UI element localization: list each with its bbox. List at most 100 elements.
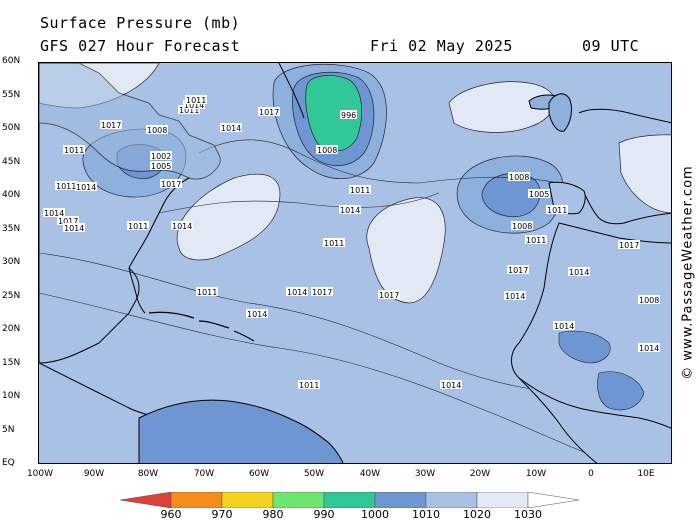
longitude-label: 20W bbox=[469, 469, 491, 479]
isobar-label-bg bbox=[511, 221, 533, 230]
isobar-label: 1014 bbox=[639, 344, 659, 353]
isobar-label-bg bbox=[440, 380, 462, 389]
isobar-label: 1017 bbox=[101, 121, 121, 130]
us-east-coast bbox=[39, 123, 190, 364]
isobar-label-bg bbox=[311, 287, 333, 296]
isobar-label: 1011 bbox=[64, 146, 84, 155]
isobar-label-bg bbox=[568, 267, 590, 276]
latitude-label: 50N bbox=[2, 123, 21, 133]
isobar-label-bg bbox=[349, 185, 371, 194]
longitude-label: 0 bbox=[588, 469, 594, 479]
high-pressure-zone-central-atlantic bbox=[366, 197, 446, 304]
isobar-label-bg bbox=[63, 223, 85, 232]
legend-colorbar bbox=[119, 491, 580, 509]
watermark: © www.PassageWeather.com bbox=[678, 150, 698, 400]
isobar-label: 1005 bbox=[529, 190, 549, 199]
longitude-label: 60W bbox=[248, 469, 270, 479]
latitude-label: 35N bbox=[2, 223, 21, 234]
isobar-label: 1014 bbox=[554, 322, 574, 331]
isobar-label: 1014 bbox=[76, 183, 96, 192]
legend-color-segment bbox=[527, 491, 580, 509]
florida-coast bbox=[128, 267, 146, 314]
south-america-land bbox=[138, 399, 344, 463]
isobar-label-bg bbox=[43, 208, 65, 217]
isobar-label: 1011 bbox=[526, 236, 546, 245]
isobar-label: 1017 bbox=[259, 108, 279, 117]
isobar-label-bg bbox=[150, 161, 172, 170]
isobar-label-bg bbox=[504, 291, 526, 300]
isobar-label-bg bbox=[63, 145, 85, 154]
isobar-label: 1011 bbox=[547, 206, 567, 215]
latitude-label: 10N bbox=[2, 391, 21, 401]
low-pressure-label: 1008 bbox=[317, 146, 337, 155]
latitude-label: 15N bbox=[2, 357, 21, 368]
latitude-label: 60N bbox=[2, 56, 21, 66]
legend-color-segment bbox=[425, 491, 478, 509]
africa-interior-lows bbox=[597, 371, 645, 411]
isobar-label: 1008 bbox=[509, 173, 529, 182]
legend-tick-label: 960 bbox=[160, 508, 182, 521]
legend-tick-label: 970 bbox=[211, 508, 233, 521]
legend-tick-label: 1020 bbox=[463, 508, 491, 521]
legend-color-segment bbox=[170, 491, 223, 509]
isobar-label: 1014 bbox=[64, 224, 84, 233]
longitude-label: 90W bbox=[83, 469, 105, 479]
longitude-label: 10W bbox=[525, 469, 547, 479]
legend-color-segment bbox=[323, 491, 376, 509]
longitude-label: 10E bbox=[637, 469, 655, 479]
watermark-text: © www.PassageWeather.com bbox=[680, 165, 696, 380]
latitude-label: 25N bbox=[2, 290, 21, 301]
isobar-label-bg bbox=[150, 151, 172, 160]
isobar-label: 1011 bbox=[324, 239, 344, 248]
isobar-label: 1014 bbox=[221, 124, 241, 133]
isobar-label: 1017 bbox=[58, 217, 78, 226]
longitude-label: 50W bbox=[303, 469, 325, 479]
isobar-label-bg bbox=[100, 120, 122, 129]
isobar-label: 1014 bbox=[340, 206, 360, 215]
isobar-label-bg bbox=[525, 235, 547, 244]
isobar-label-bg bbox=[378, 290, 400, 299]
pressure-legend: 960 970 980 990 1000 1010 1020 1030 bbox=[119, 491, 590, 522]
isobar-label: 1008 bbox=[147, 126, 167, 135]
high-pressure-zone-west-atlantic bbox=[176, 173, 281, 261]
isobar-label-bg bbox=[146, 125, 168, 134]
longitude-label: 40W bbox=[359, 469, 381, 479]
isobar-label-bg bbox=[316, 145, 338, 154]
isobar-label-bg bbox=[507, 265, 529, 274]
high-pressure-zone-europe bbox=[618, 134, 671, 214]
longitude-label: 100W bbox=[26, 469, 54, 479]
isobar-label-bg bbox=[220, 123, 242, 132]
low-pressure-label: 996 bbox=[341, 111, 356, 120]
isobar-label-bg bbox=[258, 107, 280, 116]
latitude-label: 5N bbox=[2, 424, 15, 435]
isobar-label: 1014 bbox=[287, 288, 307, 297]
isobar-label: 1017 bbox=[619, 241, 639, 250]
isobar-label-bg bbox=[298, 380, 320, 389]
africa-interior-lows bbox=[558, 330, 611, 364]
map-title: Surface Pressure (mb) bbox=[40, 14, 241, 32]
legend-tick-label: 1030 bbox=[514, 508, 542, 521]
legend-tick-label: 990 bbox=[313, 508, 335, 521]
isobar-label-bg bbox=[553, 321, 575, 330]
pressure-map: 996 1008 1002 1005 1011 1014 1017 1008 1011 1014 1… bbox=[38, 62, 672, 464]
isobar-label-bg bbox=[339, 205, 361, 214]
longitude-label: 70W bbox=[193, 469, 215, 479]
isobar-label: 1014 bbox=[184, 101, 204, 110]
isobar-label-bg bbox=[638, 343, 660, 352]
legend-color-segment bbox=[374, 491, 427, 509]
latitude-label: 55N bbox=[2, 89, 21, 100]
isobar-label: 1014 bbox=[247, 310, 267, 319]
forecast-subtitle: GFS 027 Hour Forecast bbox=[40, 37, 241, 55]
longitude-label: 80W bbox=[137, 469, 159, 479]
forecast-date: Fri 02 May 2025 bbox=[370, 37, 513, 55]
latitude-label: 30N bbox=[2, 257, 21, 267]
isobar-label: 1011 bbox=[179, 106, 199, 115]
isobar-label-bg bbox=[160, 179, 182, 188]
isobar-label-bg bbox=[546, 205, 568, 214]
isobar-line bbox=[39, 252, 580, 394]
europe-coast bbox=[578, 108, 671, 225]
latitude-label: EQ bbox=[2, 458, 15, 468]
isobar-label: 1014 bbox=[441, 381, 461, 390]
